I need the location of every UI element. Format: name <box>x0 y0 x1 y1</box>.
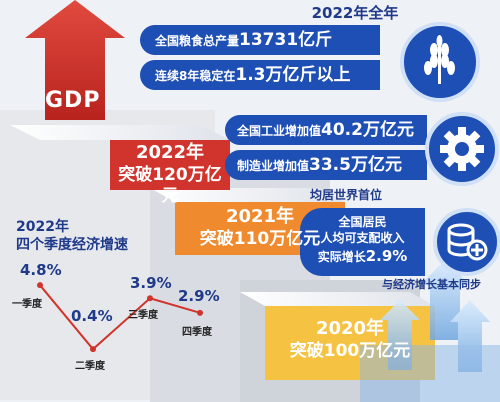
chart-value-label-3: 3.9% <box>130 274 172 293</box>
chart-series-line <box>39 284 201 351</box>
step-2021-value: 突破110万亿元 <box>199 228 321 249</box>
income-pill: 全国居民 人均可支配收入 实际增长2.9% <box>300 208 425 276</box>
chart-point-2 <box>90 346 96 353</box>
coins-plus-icon <box>433 208 500 276</box>
chart-point-3 <box>147 295 153 302</box>
industry-pill-1: 全国工业增加值40.2万亿元 <box>225 115 427 145</box>
industry-line2-value: 33.5万亿元 <box>309 155 402 175</box>
gdp-label: GDP <box>45 88 101 113</box>
grain-pill-2: 连续8年稳定在1.3万亿斤以上 <box>140 60 380 90</box>
industry-pill-2: 制造业增加值33.5万亿元 <box>225 150 427 180</box>
grain-line1-prefix: 全国粮食总产量 <box>155 34 240 48</box>
step-2020-year: 2020年 <box>315 318 385 339</box>
gdp-arrow <box>25 0 125 120</box>
wheat-icon <box>400 22 480 102</box>
grain-pill-1: 全国粮食总产量13731亿斤 <box>140 25 380 55</box>
grain-line1-value: 13731亿斤 <box>239 30 333 50</box>
income-line2: 人均可支配收入 <box>320 231 405 246</box>
chart-category-label-3: 三季度 <box>128 310 158 322</box>
step-2020-label: 2020年 突破100万亿元 <box>265 318 435 362</box>
income-line3-prefix: 实际增长 <box>317 250 366 265</box>
step-2020-value: 突破100万亿元 <box>289 340 411 361</box>
industry-line2-prefix: 制造业增加值 <box>237 159 310 173</box>
industry-line1-value: 40.2万亿元 <box>321 120 414 140</box>
chart-value-label-1: 4.8% <box>20 261 62 280</box>
chart-category-label-1: 一季度 <box>12 299 42 311</box>
step-2022-value: 突破120万亿元 <box>118 164 222 206</box>
industry-note: 均居世界首位 <box>310 188 383 202</box>
ice-arrows-decoration <box>360 260 500 402</box>
step-2021-label: 2021年 突破110万亿元 <box>175 206 345 250</box>
step-2022-year: 2022年 <box>135 142 205 163</box>
chart-point-1 <box>37 282 43 289</box>
year-title: 2022年全年 <box>311 4 399 22</box>
income-line1: 全国居民 <box>338 215 387 229</box>
step-2021-year: 2021年 <box>225 206 295 227</box>
gear-icon <box>425 112 499 186</box>
chart-value-label-4: 2.9% <box>178 286 220 305</box>
step-2022-face <box>110 140 230 190</box>
income-line3-value: 2.9% <box>365 247 408 266</box>
industry-line1-prefix: 全国工业增加值 <box>237 124 322 138</box>
grain-line2-prefix: 连续8年稳定在 <box>155 69 236 83</box>
chart-title: 2022年 四个季度经济增速 <box>16 219 128 254</box>
chart-category-label-2: 二季度 <box>75 361 105 373</box>
chart-value-label-2: 0.4% <box>71 307 113 326</box>
income-note: 与经济增长基本同步 <box>382 278 481 291</box>
chart-category-label-4: 四季度 <box>182 326 212 338</box>
chart-point-4 <box>197 309 203 316</box>
grain-line2-value: 1.3万亿斤以上 <box>235 65 351 85</box>
step-2022-label: 2022年 突破120万亿元 <box>110 142 230 207</box>
